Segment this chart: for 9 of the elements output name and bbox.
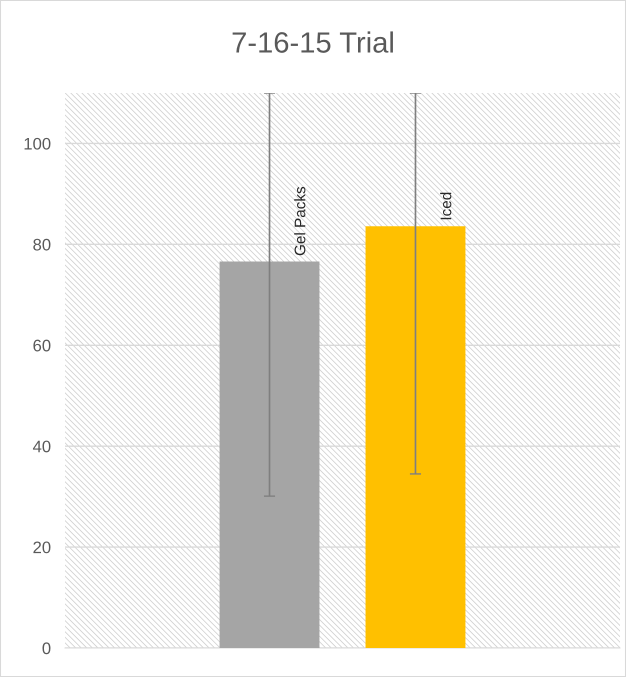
text: Iced bbox=[440, 192, 452, 220]
y-tick-label: 80 bbox=[33, 238, 50, 251]
y-tick-label: 0 bbox=[42, 642, 50, 654]
chart-title: 7-16-15 Trial bbox=[232, 31, 393, 53]
y-tick-label: 40 bbox=[32, 440, 50, 452]
y-tick-label: 60 bbox=[33, 340, 50, 352]
y-tick-label: 100 bbox=[24, 138, 50, 150]
text: Gel Packs bbox=[294, 186, 306, 256]
y-tick-label: 20 bbox=[33, 541, 50, 554]
